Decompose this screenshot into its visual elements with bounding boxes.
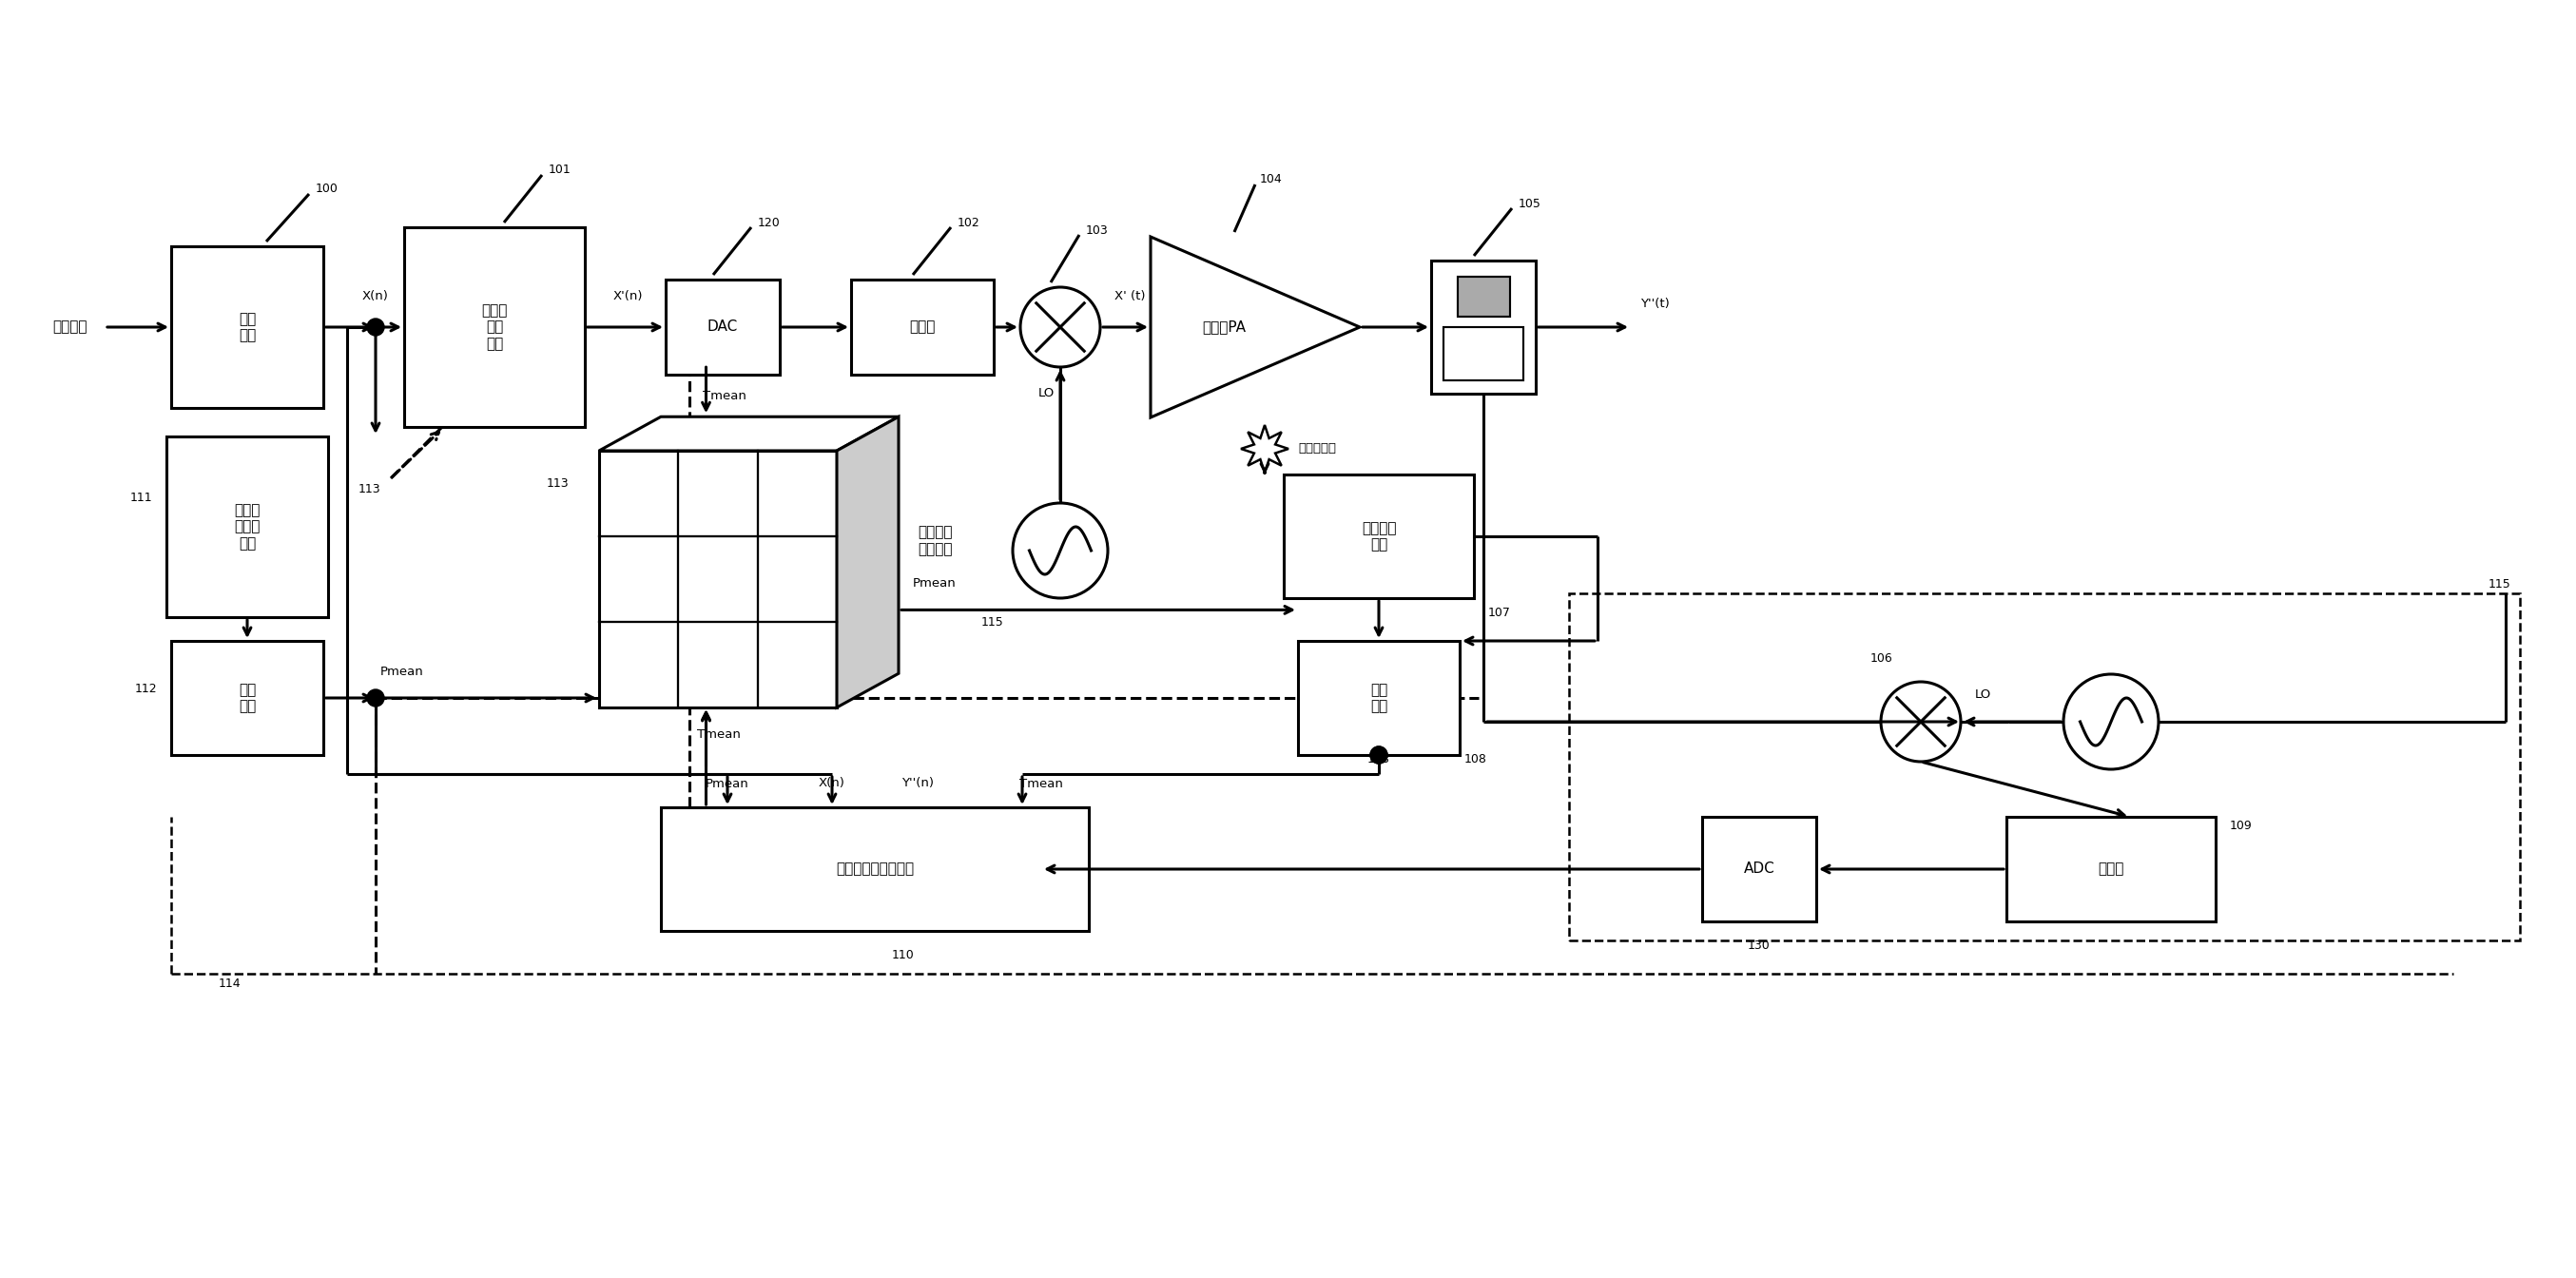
Circle shape [1370,746,1388,763]
Text: Y''(n): Y''(n) [902,777,933,790]
Bar [170,640,325,755]
Text: 基带信号: 基带信号 [52,320,88,335]
Text: Tmean: Tmean [696,728,739,740]
Bar [665,280,781,374]
Text: Pmean: Pmean [912,578,956,589]
Circle shape [366,689,384,707]
Bar [404,227,585,427]
Text: 108: 108 [1463,754,1486,766]
Text: X' (t): X' (t) [1115,290,1146,303]
Text: 111: 111 [129,492,152,505]
Text: Tmean: Tmean [1020,777,1064,790]
Circle shape [2063,675,2159,769]
Bar [850,280,994,374]
Text: Pmean: Pmean [381,665,425,677]
Text: X'(n): X'(n) [613,290,641,303]
Text: 量化
模块: 量化 模块 [1370,682,1388,713]
Bar [1432,261,1535,394]
Bar [170,247,325,408]
Text: 130: 130 [1749,939,1770,951]
Text: 103: 103 [1087,224,1108,236]
Text: 预失真
处理
装置: 预失真 处理 装置 [482,303,507,350]
Text: 预失真模型提取模块: 预失真模型提取模块 [835,861,914,877]
Bar [662,808,1090,930]
Polygon shape [600,417,899,451]
Text: LO: LO [1038,387,1054,400]
Text: 101: 101 [549,164,572,176]
Text: X(n): X(n) [363,290,389,303]
Text: 115: 115 [2488,578,2512,590]
Bar [167,437,327,617]
Bar [600,451,837,708]
Text: DAC: DAC [708,320,737,335]
Text: Tmean: Tmean [703,390,747,403]
Text: 量化
模块: 量化 模块 [240,682,255,713]
Polygon shape [1151,236,1360,418]
Text: X(n): X(n) [819,777,845,790]
Polygon shape [837,417,899,708]
Text: ADC: ADC [1744,861,1775,877]
Bar [1443,327,1522,381]
Text: 112: 112 [134,682,157,695]
Circle shape [1880,681,1960,762]
Text: 113: 113 [358,483,381,495]
Circle shape [1020,288,1100,367]
Text: 107: 107 [1489,606,1512,619]
Circle shape [1012,504,1108,598]
Text: 102: 102 [958,216,979,229]
Bar [1458,276,1510,317]
Text: 120: 120 [757,216,781,229]
Bar [1569,593,2519,941]
Text: 温度传感器: 温度传感器 [1298,442,1337,455]
Bar [1283,474,1473,598]
Text: 114: 114 [219,978,242,989]
Text: 113: 113 [546,478,569,491]
Text: 平均功
率检测
模块: 平均功 率检测 模块 [234,504,260,551]
Text: 预失真模
型存储器: 预失真模 型存储器 [917,525,953,556]
Circle shape [366,318,384,336]
Text: 104: 104 [1260,174,1283,185]
Text: 非线性PA: 非线性PA [1203,320,1247,335]
Text: 105: 105 [1520,197,1540,210]
Bar [2007,817,2215,921]
Text: 解调器: 解调器 [2097,861,2125,877]
Text: 100: 100 [317,183,337,196]
Text: LO: LO [1976,689,1991,702]
Text: 109: 109 [2231,820,2251,832]
Text: Y''(t): Y''(t) [1641,298,1669,309]
Text: 115: 115 [981,616,1002,627]
Polygon shape [1242,426,1288,473]
Bar [1703,817,1816,921]
Text: 削波
模块: 削波 模块 [240,312,255,343]
Bar [1298,640,1461,755]
Text: Pmean: Pmean [706,777,750,790]
Text: 调制器: 调制器 [909,320,935,335]
Text: 108: 108 [1368,754,1391,766]
Circle shape [1370,746,1388,763]
Text: 106: 106 [1870,652,1893,665]
Text: 温度检测
模块: 温度检测 模块 [1363,521,1396,552]
Text: 110: 110 [891,948,914,961]
